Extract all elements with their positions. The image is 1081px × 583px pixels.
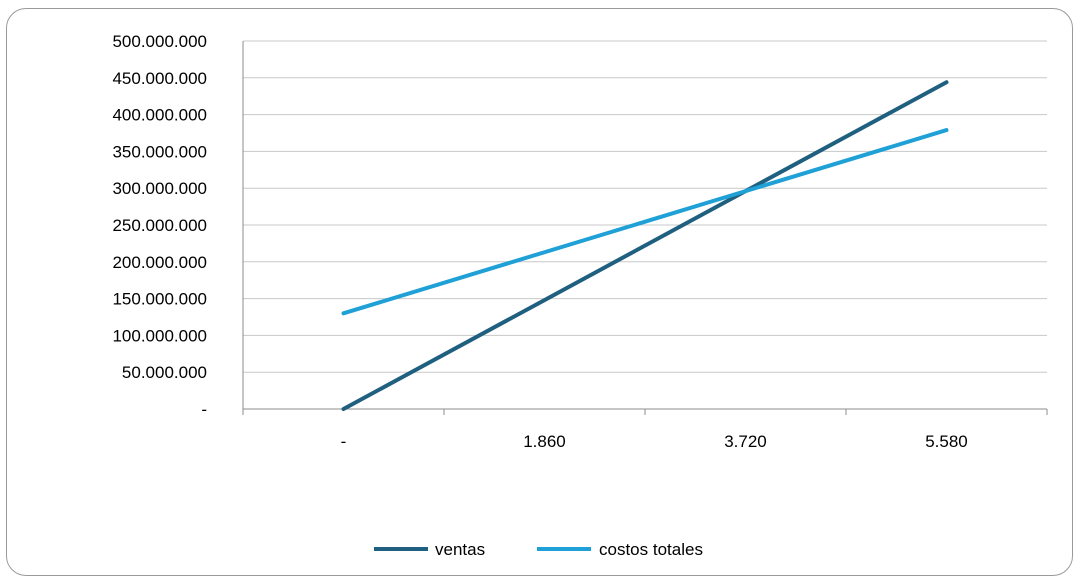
axes [242, 41, 1048, 415]
gridlines [243, 40, 1047, 373]
y-tick-label: 250.000.000 [112, 216, 207, 235]
series-line-ventas [341, 80, 949, 411]
y-tick-label: 450.000.000 [112, 69, 207, 88]
series-lines [341, 80, 949, 411]
legend-label: costos totales [599, 540, 703, 559]
y-tick-label: 500.000.000 [112, 32, 207, 51]
legend-label: ventas [435, 540, 485, 559]
y-tick-label: - [201, 400, 207, 419]
chart-frame [6, 8, 1073, 576]
x-tick-label: 1.860 [523, 432, 566, 451]
y-axis-tick-labels: - 50.000.000 100.000.000 150.000.000 200.000… [112, 32, 207, 419]
y-tick-label: 300.000.000 [112, 179, 207, 198]
series-line-costos-totales [341, 128, 949, 316]
x-tick-label: 3.720 [724, 432, 767, 451]
y-tick-label: 350.000.000 [112, 142, 207, 161]
y-tick-label: 100.000.000 [112, 326, 207, 345]
x-axis-tick-labels: - 1.860 3.720 5.580 [341, 432, 968, 451]
y-tick-label: 200.000.000 [112, 253, 207, 272]
legend: ventas costos totales [374, 540, 703, 559]
y-tick-label: 400.000.000 [112, 106, 207, 125]
x-tick-label: 5.580 [925, 432, 968, 451]
y-tick-label: 50.000.000 [122, 363, 207, 382]
y-tick-label: 150.000.000 [112, 290, 207, 309]
x-tick-label: - [341, 432, 347, 451]
